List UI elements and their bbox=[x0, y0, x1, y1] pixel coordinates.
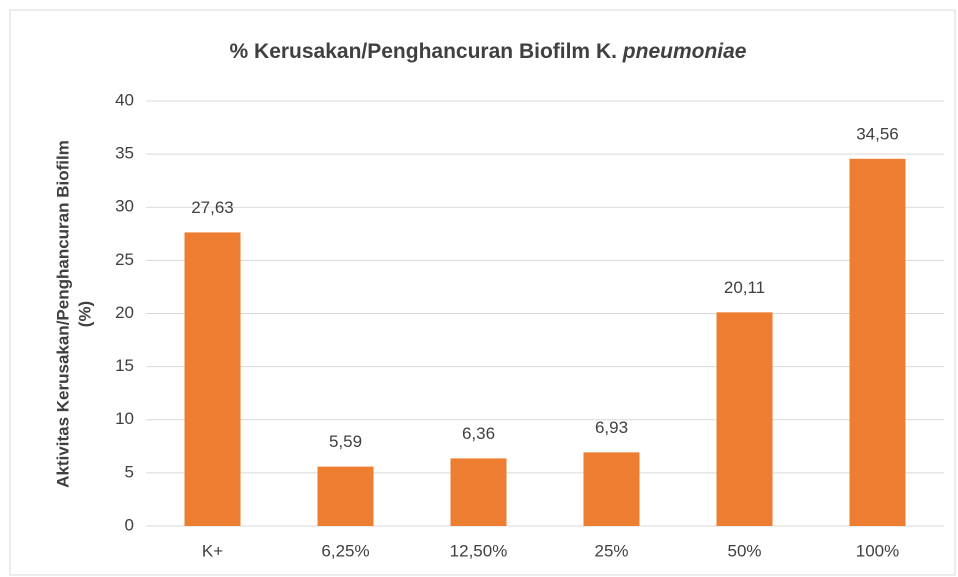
chart-title-group: % Kerusakan/Penghancuran Biofilm K. pneu… bbox=[230, 40, 747, 63]
y-tick-label: 30 bbox=[115, 197, 134, 216]
x-tick-label: 50% bbox=[727, 541, 761, 560]
x-tick-label: 6,25% bbox=[321, 541, 369, 560]
bar bbox=[583, 452, 640, 526]
data-label: 6,36 bbox=[462, 424, 495, 443]
x-tick-label: 12,50% bbox=[450, 541, 508, 560]
data-label: 34,56 bbox=[856, 124, 899, 143]
data-label: 5,59 bbox=[329, 432, 362, 451]
y-axis-label-line: (%) bbox=[75, 301, 94, 327]
data-label: 20,11 bbox=[724, 278, 765, 297]
y-tick-label: 25 bbox=[115, 250, 134, 269]
y-axis-label: Aktivitas Kerusakan/Penghancuran Biofilm… bbox=[53, 140, 94, 488]
y-axis-label-line: Aktivitas Kerusakan/Penghancuran Biofilm bbox=[53, 140, 72, 488]
y-tick-label: 35 bbox=[115, 144, 134, 163]
bar bbox=[849, 158, 906, 527]
x-tick-label: K+ bbox=[202, 541, 223, 560]
y-tick-label: 20 bbox=[115, 303, 134, 322]
bar bbox=[450, 458, 507, 526]
bar bbox=[184, 232, 241, 526]
data-label: 6,93 bbox=[595, 418, 628, 437]
y-tick-label: 15 bbox=[115, 356, 134, 375]
bar bbox=[317, 466, 374, 526]
y-tick-label: 40 bbox=[115, 90, 134, 109]
y-tick-label: 10 bbox=[115, 409, 134, 428]
bar bbox=[716, 312, 773, 526]
x-tick-label: 100% bbox=[856, 541, 899, 560]
chart-title-italic: pneumoniae bbox=[622, 40, 747, 63]
y-tick-label: 5 bbox=[125, 462, 134, 481]
chart-title: % Kerusakan/Penghancuran Biofilm K. bbox=[230, 40, 617, 63]
data-label: 27,63 bbox=[191, 198, 234, 217]
x-tick-label: 25% bbox=[594, 541, 628, 560]
y-tick-label: 0 bbox=[125, 515, 134, 534]
